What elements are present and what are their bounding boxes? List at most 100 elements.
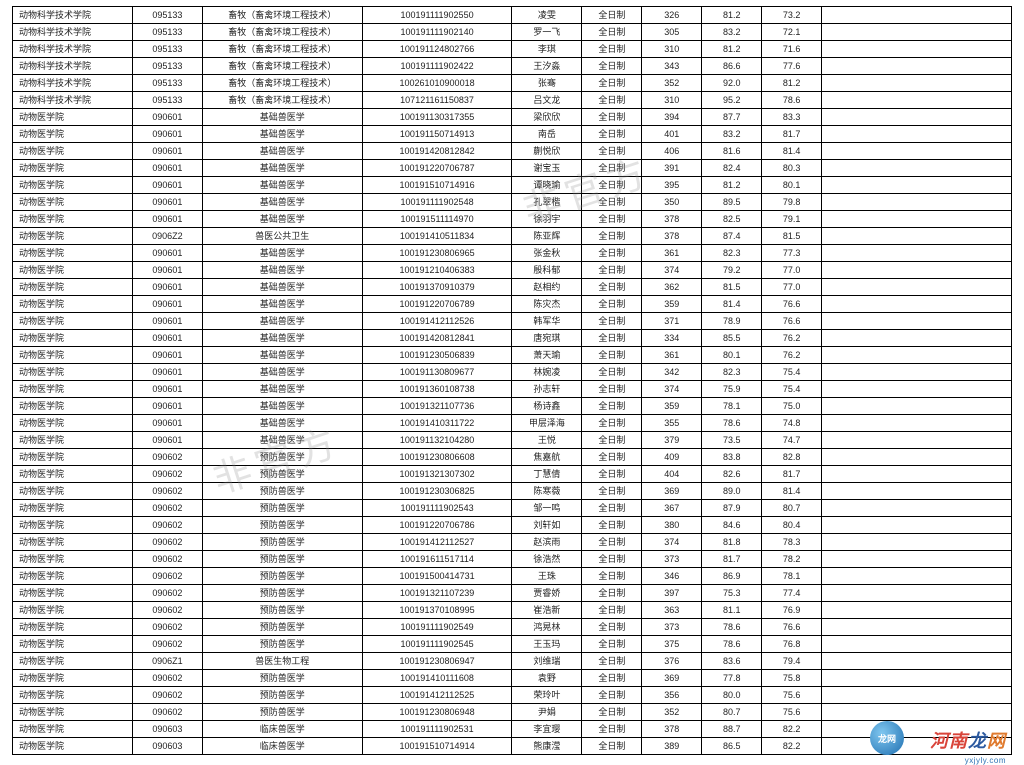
table-cell: 基础兽医学 <box>202 211 362 228</box>
table-cell: 107121161150837 <box>362 92 512 109</box>
table-cell: 全日制 <box>582 262 642 279</box>
table-cell: 369 <box>642 483 702 500</box>
table-cell: 动物科学技术学院 <box>13 92 133 109</box>
table-row: 动物医学院090602预防兽医学100191410111608袁野全日制3697… <box>13 670 1012 687</box>
table-cell: 南岳 <box>512 126 582 143</box>
table-cell: 75.3 <box>702 585 762 602</box>
table-cell <box>822 228 1012 245</box>
table-cell: 动物医学院 <box>13 687 133 704</box>
table-cell: 75.8 <box>762 670 822 687</box>
table-cell: 基础兽医学 <box>202 262 362 279</box>
table-cell <box>822 92 1012 109</box>
table-cell: 动物医学院 <box>13 636 133 653</box>
table-cell: 78.6 <box>702 415 762 432</box>
table-cell: 81.4 <box>702 296 762 313</box>
table-cell: 动物医学院 <box>13 551 133 568</box>
table-cell: 张金秋 <box>512 245 582 262</box>
table-cell: 动物医学院 <box>13 330 133 347</box>
table-cell: 韩军华 <box>512 313 582 330</box>
table-row: 动物医学院0906Z2兽医公共卫生100191410511834陈亚辉全日制37… <box>13 228 1012 245</box>
table-cell <box>822 466 1012 483</box>
table-cell: 090602 <box>132 466 202 483</box>
table-cell: 090602 <box>132 449 202 466</box>
table-cell: 动物医学院 <box>13 432 133 449</box>
table-cell: 100191111902550 <box>362 7 512 24</box>
table-cell <box>822 653 1012 670</box>
table-cell <box>822 262 1012 279</box>
table-cell <box>822 585 1012 602</box>
table-cell: 全日制 <box>582 177 642 194</box>
table-cell <box>822 160 1012 177</box>
table-cell: 畜牧（畜禽环境工程技术） <box>202 58 362 75</box>
table-cell: 动物医学院 <box>13 296 133 313</box>
table-cell: 79.8 <box>762 194 822 211</box>
table-row: 动物医学院090602预防兽医学100191111902543邹一鸣全日制367… <box>13 500 1012 517</box>
table-cell: 090602 <box>132 585 202 602</box>
table-cell: 基础兽医学 <box>202 398 362 415</box>
table-cell: 090602 <box>132 687 202 704</box>
table-cell: 76.8 <box>762 636 822 653</box>
table-cell: 374 <box>642 262 702 279</box>
table-cell: 动物医学院 <box>13 483 133 500</box>
table-cell: 090601 <box>132 245 202 262</box>
table-cell: 100191370910379 <box>362 279 512 296</box>
table-cell: 林婉凌 <box>512 364 582 381</box>
table-cell: 090602 <box>132 483 202 500</box>
table-cell: 丁慧倩 <box>512 466 582 483</box>
table-cell: 73.5 <box>702 432 762 449</box>
table-cell: 87.4 <box>702 228 762 245</box>
table-row: 动物医学院090601基础兽医学100191220706789陈灾杰全日制359… <box>13 296 1012 313</box>
table-row: 动物医学院090602预防兽医学100191611517114徐浩然全日制373… <box>13 551 1012 568</box>
table-cell: 090601 <box>132 109 202 126</box>
table-cell: 畜牧（畜禽环境工程技术） <box>202 75 362 92</box>
table-cell: 374 <box>642 381 702 398</box>
table-cell: 动物医学院 <box>13 194 133 211</box>
table-cell: 邹一鸣 <box>512 500 582 517</box>
table-cell: 陈寒薇 <box>512 483 582 500</box>
table-cell: 305 <box>642 24 702 41</box>
table-cell: 395 <box>642 177 702 194</box>
table-row: 动物医学院090602预防兽医学100191220706786刘轩如全日制380… <box>13 517 1012 534</box>
table-cell: 全日制 <box>582 160 642 177</box>
table-row: 动物医学院090602预防兽医学100191321307302丁慧倩全日制404… <box>13 466 1012 483</box>
table-cell: 0906Z1 <box>132 653 202 670</box>
table-cell: 84.6 <box>702 517 762 534</box>
table-cell: 全日制 <box>582 296 642 313</box>
table-cell: 动物医学院 <box>13 245 133 262</box>
table-cell <box>822 670 1012 687</box>
table-cell <box>822 517 1012 534</box>
table-row: 动物医学院090601基础兽医学100191420812841唐宛琪全日制334… <box>13 330 1012 347</box>
table-cell: 81.1 <box>702 602 762 619</box>
table-cell: 100191412112525 <box>362 687 512 704</box>
table-cell <box>822 211 1012 228</box>
table-cell: 80.4 <box>762 517 822 534</box>
table-cell: 100191230806965 <box>362 245 512 262</box>
table-cell: 动物科学技术学院 <box>13 58 133 75</box>
table-cell: 全日制 <box>582 126 642 143</box>
table-cell <box>822 313 1012 330</box>
table-cell: 76.9 <box>762 602 822 619</box>
table-row: 动物医学院090602预防兽医学100191500414731王珠全日制3468… <box>13 568 1012 585</box>
table-cell: 78.1 <box>762 568 822 585</box>
table-cell: 92.0 <box>702 75 762 92</box>
table-cell: 373 <box>642 619 702 636</box>
table-cell: 374 <box>642 534 702 551</box>
table-cell: 100191111902548 <box>362 194 512 211</box>
table-cell: 77.6 <box>762 58 822 75</box>
table-cell: 100191510714914 <box>362 738 512 755</box>
table-cell: 预防兽医学 <box>202 619 362 636</box>
table-cell: 动物医学院 <box>13 109 133 126</box>
table-cell: 100191412112526 <box>362 313 512 330</box>
table-cell: 090602 <box>132 551 202 568</box>
table-cell: 预防兽医学 <box>202 483 362 500</box>
table-cell <box>822 24 1012 41</box>
table-cell: 100191111902545 <box>362 636 512 653</box>
table-cell: 李琪 <box>512 41 582 58</box>
table-cell: 355 <box>642 415 702 432</box>
table-cell: 82.6 <box>702 466 762 483</box>
table-cell: 100191230806608 <box>362 449 512 466</box>
table-cell: 73.2 <box>762 7 822 24</box>
table-cell: 全日制 <box>582 483 642 500</box>
table-cell: 全日制 <box>582 738 642 755</box>
table-cell <box>822 7 1012 24</box>
